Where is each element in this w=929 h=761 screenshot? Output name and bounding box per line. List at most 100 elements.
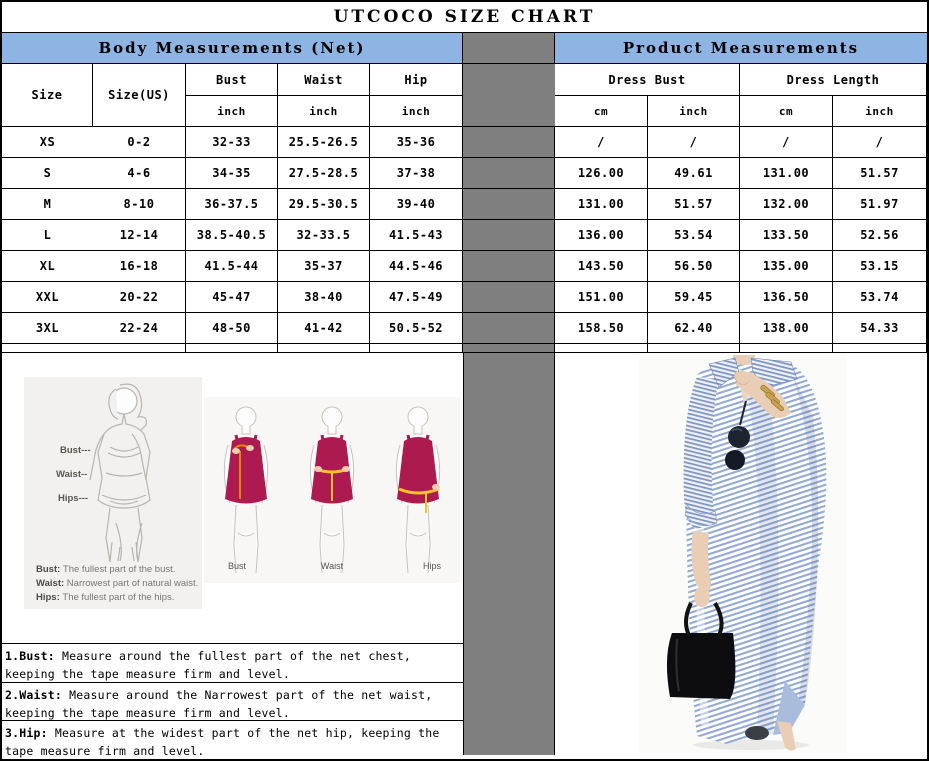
table-cell-size: XS	[2, 127, 93, 158]
divider-cell	[463, 344, 555, 353]
table-cell-hip: 44.5-46	[370, 251, 463, 282]
unit-header-inch: inch	[370, 96, 463, 127]
table-cell-db_cm: 126.00	[555, 158, 648, 189]
figure-label-bust: Bust	[228, 561, 247, 571]
table-cell-bust: 41.5-44	[186, 251, 278, 282]
instruction-hip-text: Measure at the widest part of the net hi…	[5, 726, 440, 758]
dress-figure-hips	[395, 406, 441, 574]
table-cell-empty	[370, 344, 463, 353]
body-measurement-diagram: Bust--- Waist-- Hips--- Bust: The fulles…	[24, 377, 202, 609]
divider-cell	[463, 158, 555, 189]
table-cell-hip: 50.5-52	[370, 313, 463, 344]
table-cell-us: 20-22	[93, 282, 186, 313]
table-cell-empty	[278, 344, 370, 353]
table-cell-db_in: 51.57	[648, 189, 740, 220]
caption-label: Hips:	[36, 592, 63, 603]
instruction-bust-label: 1.Bust:	[5, 649, 55, 663]
divider-cell	[463, 313, 555, 344]
table-cell-waist: 29.5-30.5	[278, 189, 370, 220]
table-cell-size: S	[2, 158, 93, 189]
table-cell-db_cm: /	[555, 127, 648, 158]
caption-text: The fullest part of the bust.	[62, 564, 176, 575]
dress-figure-bust	[223, 406, 269, 574]
table-cell-size: XL	[2, 251, 93, 282]
table-cell-size: L	[2, 220, 93, 251]
col-header-bust: Bust	[186, 64, 278, 96]
table-cell-dl_in: 51.57	[833, 158, 927, 189]
table-cell-waist: 27.5-28.5	[278, 158, 370, 189]
section-header-body-measurements: Body Measurements (Net)	[2, 33, 463, 64]
caption-text: The fullest part of the hips.	[62, 592, 175, 603]
table-cell-hip: 39-40	[370, 189, 463, 220]
table-cell-waist: 32-33.5	[278, 220, 370, 251]
table-cell-bust: 36-37.5	[186, 189, 278, 220]
body-outline-figure-image: Bust--- Waist-- Hips---	[56, 383, 151, 563]
figure-label-waist: Waist	[321, 561, 344, 571]
caption-row: Bust: The fullest part of the bust.	[36, 563, 202, 577]
table-cell-size: XXL	[2, 282, 93, 313]
measuring-guide-panel: Bust--- Waist-- Hips--- Bust: The fulles…	[2, 353, 463, 758]
pointer-label-hips: Hips---	[58, 493, 88, 504]
instruction-bust-text: Measure around the fullest part of the n…	[5, 649, 412, 681]
caption-label: Waist:	[36, 578, 67, 589]
table-cell-dl_in: 54.33	[833, 313, 927, 344]
table-cell-db_in: 49.61	[648, 158, 740, 189]
divider-cell	[463, 33, 555, 64]
table-cell-dl_in: 53.74	[833, 282, 927, 313]
table-cell-us: 12-14	[93, 220, 186, 251]
instruction-hip: 3.Hip: Measure at the widest part of the…	[2, 721, 463, 758]
size-chart-table: UTCOCO SIZE CHART Body Measurements (Net…	[2, 2, 927, 353]
dress-figures-image: Bust Waist Hips	[223, 406, 442, 574]
table-cell-us: 22-24	[93, 313, 186, 344]
table-cell-bust: 45-47	[186, 282, 278, 313]
section-header-product-measurements: Product Measurements	[555, 33, 927, 64]
table-cell-us: 8-10	[93, 189, 186, 220]
table-cell-dl_cm: /	[740, 127, 833, 158]
table-cell-us: 16-18	[93, 251, 186, 282]
unit-header-inch: inch	[648, 96, 740, 127]
bottom-zone: Bust--- Waist-- Hips--- Bust: The fulles…	[2, 353, 927, 758]
table-cell-us: 0-2	[93, 127, 186, 158]
unit-header-cm: cm	[555, 96, 648, 127]
instruction-waist-label: 2.Waist:	[5, 688, 62, 702]
col-header-dress-bust: Dress Bust	[555, 64, 740, 96]
table-cell-dl_in: 53.15	[833, 251, 927, 282]
instruction-waist-text: Measure around the Narrowest part of the…	[5, 688, 433, 720]
table-cell-db_in: 53.54	[648, 220, 740, 251]
pointer-label-waist: Waist--	[56, 469, 87, 480]
table-cell-waist: 41-42	[278, 313, 370, 344]
divider-cell	[463, 189, 555, 220]
divider-cell	[463, 127, 555, 158]
table-cell-dl_in: 52.56	[833, 220, 927, 251]
table-cell-db_in: /	[648, 127, 740, 158]
caption-row: Waist: Narrowest part of natural waist.	[36, 577, 202, 591]
table-cell-db_in: 59.45	[648, 282, 740, 313]
table-cell-hip: 35-36	[370, 127, 463, 158]
figure-label-hips: Hips	[423, 561, 442, 571]
table-cell-db_cm: 136.00	[555, 220, 648, 251]
instruction-hip-label: 3.Hip:	[5, 726, 48, 740]
col-header-dress-length: Dress Length	[740, 64, 927, 96]
measurement-captions: Bust: The fullest part of the bust. Waist…	[36, 563, 202, 605]
table-cell-size: M	[2, 189, 93, 220]
table-cell-db_cm: 151.00	[555, 282, 648, 313]
page-title: UTCOCO SIZE CHART	[2, 2, 927, 33]
table-cell-empty	[93, 344, 186, 353]
caption-label: Bust:	[36, 564, 63, 575]
table-cell-hip: 37-38	[370, 158, 463, 189]
table-cell-db_in: 62.40	[648, 313, 740, 344]
table-cell-dl_cm: 136.50	[740, 282, 833, 313]
table-cell-dl_cm: 135.00	[740, 251, 833, 282]
unit-header-inch: inch	[833, 96, 927, 127]
divider-cell	[463, 64, 555, 127]
table-cell-dl_cm: 138.00	[740, 313, 833, 344]
table-cell-us: 4-6	[93, 158, 186, 189]
table-cell-waist: 35-37	[278, 251, 370, 282]
product-photo-image	[639, 355, 847, 753]
unit-header-cm: cm	[740, 96, 833, 127]
table-cell-size: 3XL	[2, 313, 93, 344]
table-cell-bust: 48-50	[186, 313, 278, 344]
table-cell-empty	[648, 344, 740, 353]
table-cell-dl_cm: 132.00	[740, 189, 833, 220]
